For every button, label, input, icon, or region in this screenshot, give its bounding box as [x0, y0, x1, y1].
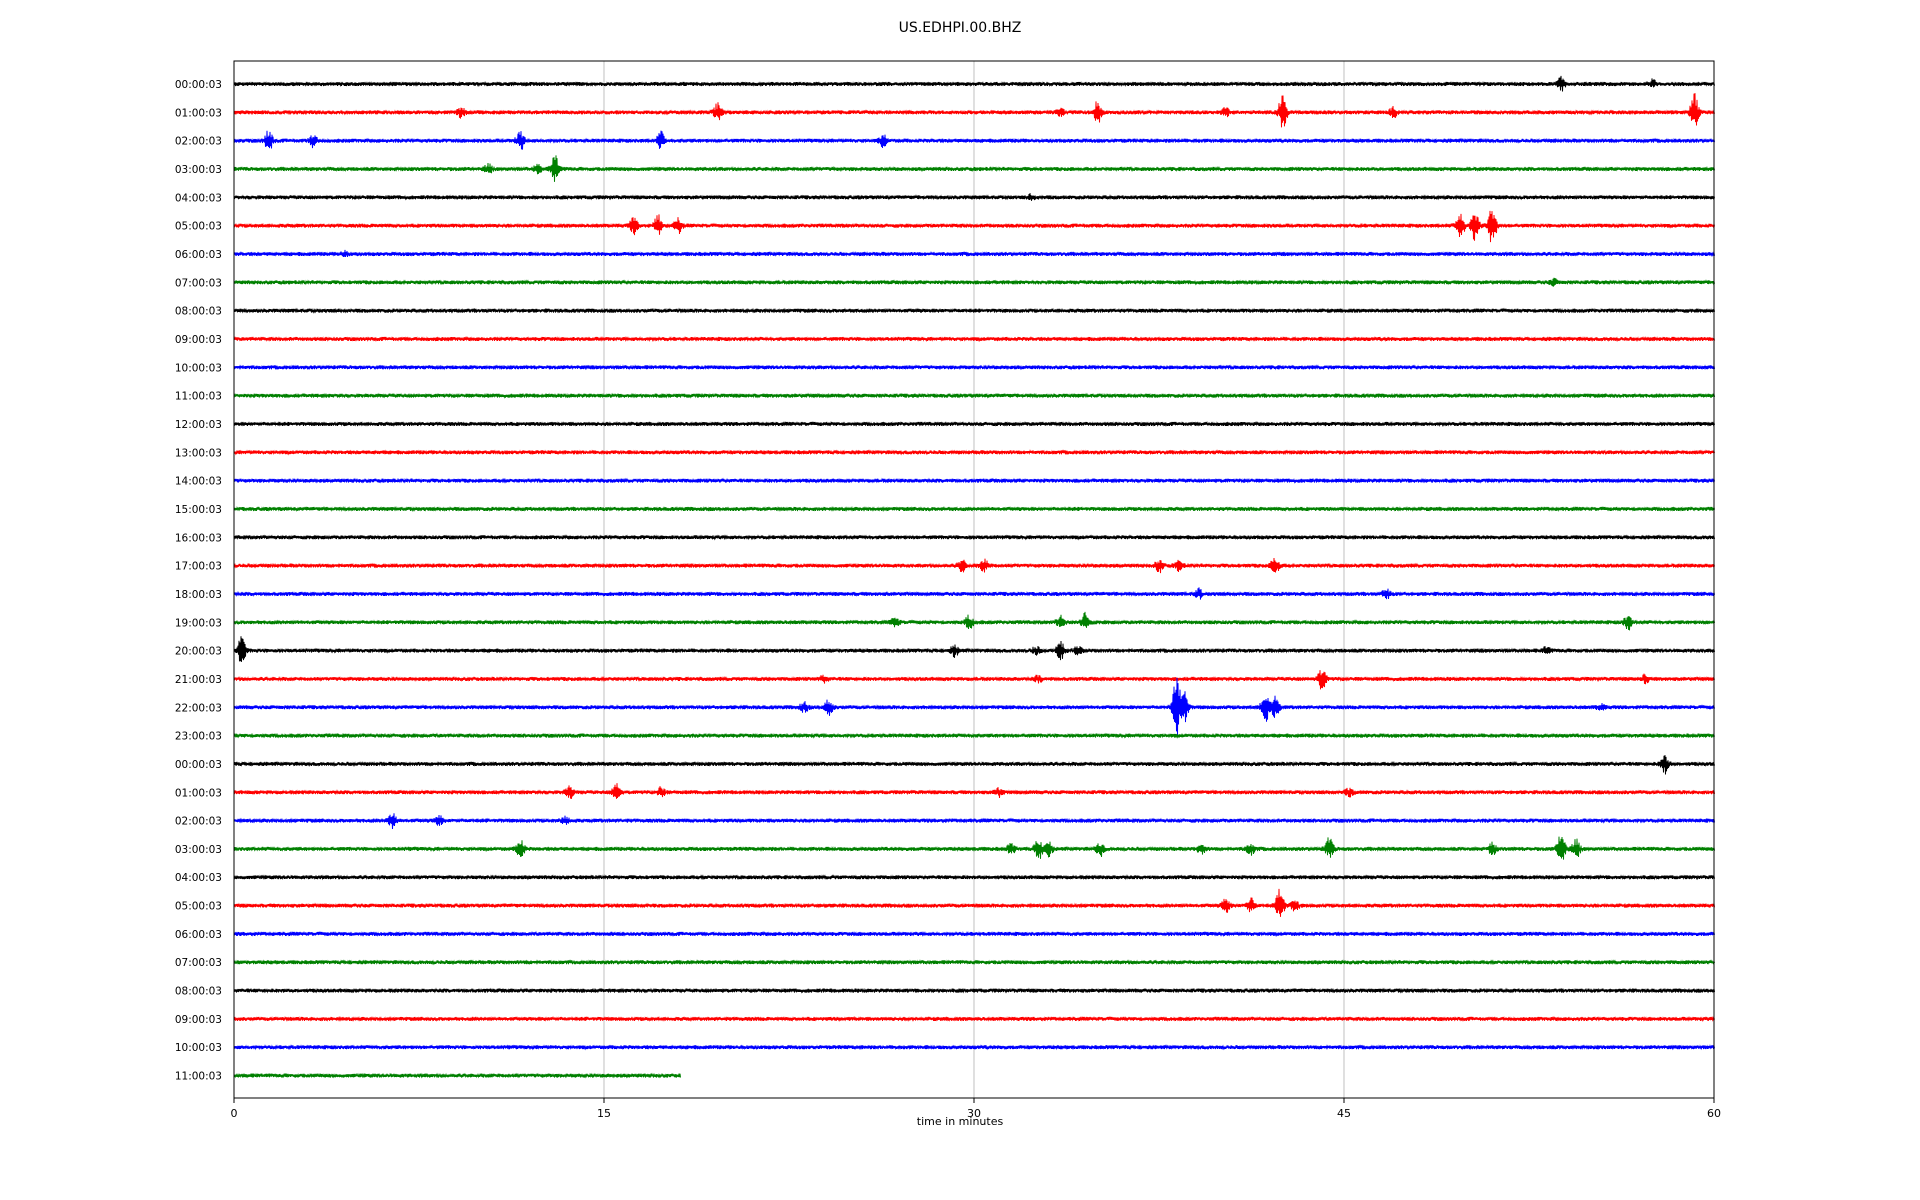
row-label-24: 00:00:03: [175, 759, 222, 771]
trace-row-33: [233, 1015, 1715, 1023]
x-tick-label-2: 30: [967, 1107, 981, 1120]
trace-row-34: [233, 1044, 1715, 1051]
row-label-34: 10:00:03: [175, 1042, 222, 1054]
trace-row-11: [233, 392, 1715, 399]
trace-row-21: [233, 670, 1715, 690]
trace-row-24: [233, 755, 1715, 775]
row-label-27: 03:00:03: [175, 844, 222, 856]
row-label-13: 13:00:03: [175, 447, 222, 459]
row-label-5: 05:00:03: [175, 221, 222, 233]
trace-row-30: [233, 930, 1715, 938]
trace-row-35: [233, 1072, 681, 1079]
x-axis-ticks: 0 15 30 45 60: [231, 1098, 1721, 1120]
trace-row-14: [233, 477, 1715, 484]
row-label-2: 02:00:03: [175, 136, 222, 148]
trace-row-2: [233, 130, 1715, 150]
row-label-1: 01:00:03: [175, 107, 222, 119]
vertical-gridlines: [603, 61, 1345, 1098]
row-label-35: 11:00:03: [175, 1071, 222, 1083]
row-label-21: 21:00:03: [175, 674, 222, 686]
trace-row-7: [233, 277, 1715, 287]
row-label-4: 04:00:03: [175, 192, 222, 204]
trace-row-4: [233, 193, 1715, 201]
row-label-12: 12:00:03: [175, 419, 222, 431]
trace-row-31: [233, 959, 1715, 966]
chart-title: US.EDHPI.00.BHZ: [898, 20, 1022, 36]
row-label-23: 23:00:03: [175, 731, 222, 743]
row-label-11: 11:00:03: [175, 391, 222, 403]
trace-row-3: [233, 155, 1715, 182]
trace-row-32: [233, 987, 1715, 994]
row-label-33: 09:00:03: [175, 1014, 222, 1026]
row-label-8: 08:00:03: [175, 306, 222, 318]
trace-row-28: [233, 874, 1715, 881]
trace-row-9: [233, 335, 1715, 343]
x-tick-label-4: 60: [1707, 1107, 1721, 1120]
trace-row-25: [233, 783, 1715, 799]
row-label-25: 01:00:03: [175, 787, 222, 799]
trace-row-29: [233, 888, 1715, 917]
x-tick-label-3: 45: [1337, 1107, 1351, 1120]
row-label-22: 22:00:03: [175, 702, 222, 714]
x-tick-label-0: 0: [231, 1107, 238, 1120]
row-label-31: 07:00:03: [175, 957, 222, 969]
row-label-20: 20:00:03: [175, 646, 222, 658]
row-label-15: 15:00:03: [175, 504, 222, 516]
trace-row-19: [233, 611, 1715, 631]
row-label-0: 00:00:03: [175, 79, 222, 91]
row-label-16: 16:00:03: [175, 532, 222, 544]
row-label-18: 18:00:03: [175, 589, 222, 601]
trace-row-1: [233, 93, 1715, 128]
trace-row-26: [233, 813, 1715, 830]
row-label-14: 14:00:03: [175, 476, 222, 488]
seismic-traces: [233, 75, 1715, 1079]
row-label-10: 10:00:03: [175, 362, 222, 374]
x-tick-label-1: 15: [597, 1107, 611, 1120]
row-label-30: 06:00:03: [175, 929, 222, 941]
row-label-9: 09:00:03: [175, 334, 222, 346]
trace-row-27: [233, 836, 1715, 860]
row-label-17: 17:00:03: [175, 561, 222, 573]
trace-row-0: [233, 75, 1715, 92]
trace-row-8: [233, 307, 1715, 314]
trace-row-13: [233, 449, 1715, 456]
trace-row-15: [233, 505, 1715, 513]
row-label-26: 02:00:03: [175, 816, 222, 828]
trace-row-17: [233, 557, 1715, 574]
trace-row-23: [233, 732, 1715, 739]
trace-row-16: [233, 534, 1715, 541]
trace-row-22: [233, 677, 1715, 736]
row-label-32: 08:00:03: [175, 986, 222, 998]
trace-row-18: [233, 587, 1715, 600]
trace-row-12: [233, 420, 1715, 427]
trace-row-5: [233, 210, 1715, 243]
row-labels: 00:00:03 01:00:03 02:00:03 03:00:03 04:00:03…: [175, 79, 222, 1083]
row-label-19: 19:00:03: [175, 617, 222, 629]
trace-row-20: [233, 636, 1715, 662]
x-axis-label: time in minutes: [916, 1115, 1004, 1128]
row-label-3: 03:00:03: [175, 164, 222, 176]
row-label-7: 07:00:03: [175, 277, 222, 289]
trace-row-10: [233, 364, 1715, 371]
trace-row-6: [233, 249, 1715, 258]
row-label-6: 06:00:03: [175, 249, 222, 261]
row-label-29: 05:00:03: [175, 901, 222, 913]
row-label-28: 04:00:03: [175, 872, 222, 884]
